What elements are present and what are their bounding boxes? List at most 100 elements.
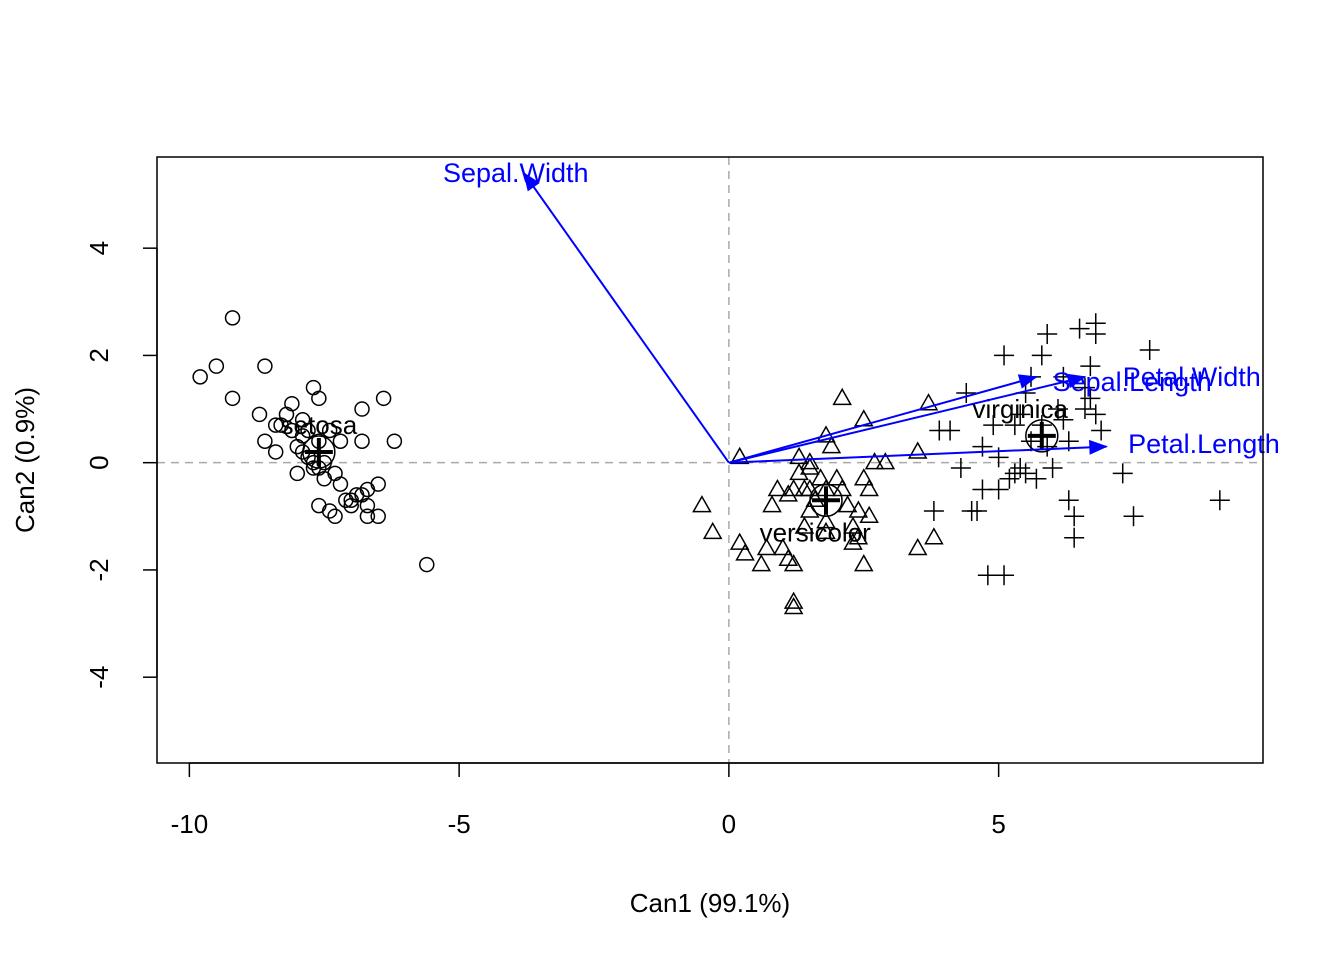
data-point: [800, 478, 820, 497]
data-point: [956, 382, 977, 403]
group-label: virginica: [973, 394, 1069, 424]
vector-label: Sepal.Length: [1053, 367, 1212, 397]
x-tick-label: -5: [448, 809, 471, 839]
data-point: [783, 596, 804, 615]
reference-lines: [157, 157, 1263, 763]
group-label: setosa: [281, 410, 358, 440]
data-point: [321, 503, 338, 519]
data-points: [192, 310, 1230, 615]
data-point: [864, 452, 885, 470]
data-point: [875, 452, 896, 470]
data-point: [940, 420, 961, 441]
data-point: [972, 436, 993, 457]
vector-arrow-line: [728, 375, 1086, 464]
data-point: [267, 444, 284, 460]
data-point: [1031, 345, 1052, 366]
centroid-circle: [809, 483, 843, 517]
data-point: [783, 554, 804, 572]
data-point: [832, 387, 852, 406]
series-virginica: [923, 313, 1230, 586]
data-point: [907, 441, 928, 459]
data-point: [692, 495, 712, 513]
data-point: [756, 537, 777, 556]
data-point: [832, 478, 852, 497]
data-point: [1139, 340, 1160, 361]
series-versicolor: [692, 387, 944, 615]
data-point: [794, 516, 815, 534]
data-point: [950, 458, 971, 479]
data-point: [294, 428, 311, 444]
data-point: [359, 508, 376, 525]
data-point: [1053, 409, 1074, 430]
vector-arrow-head: [523, 171, 540, 192]
group-label: versicolor: [760, 517, 872, 547]
series-setosa: [192, 310, 435, 573]
plot-frame: [156, 156, 1264, 764]
data-point: [1091, 420, 1112, 441]
x-tick-label: 5: [991, 809, 1005, 839]
vector-label: Petal.Length: [1128, 429, 1280, 459]
x-axis: -10 -5 0 5: [171, 762, 1006, 839]
data-point: [1074, 399, 1095, 420]
data-point: [1085, 323, 1106, 344]
x-tick-label: -10: [171, 809, 209, 839]
data-point: [224, 390, 241, 407]
x-axis-label: Can1 (99.1%): [630, 888, 790, 918]
data-point: [1026, 468, 1047, 489]
data-point: [359, 497, 376, 514]
y-tick-label: -2: [84, 558, 114, 581]
data-point: [1058, 490, 1079, 511]
data-point: [800, 452, 820, 470]
data-point: [386, 433, 403, 449]
data-point: [419, 556, 435, 573]
data-point: [773, 537, 793, 556]
data-point: [354, 401, 370, 417]
centroid-virginica: [1025, 419, 1059, 453]
data-point: [967, 500, 988, 521]
data-point: [208, 358, 225, 374]
vector-label: Sepal.Width: [443, 158, 589, 188]
data-point: [751, 554, 772, 572]
data-point: [800, 500, 820, 518]
vector-petal-width: Petal.Width: [728, 362, 1261, 464]
centroid-circle: [302, 435, 336, 469]
vector-arrow-head: [1066, 373, 1087, 389]
data-point: [1069, 318, 1090, 339]
group-labels: setosa versicolor virginica: [281, 394, 1069, 547]
vector-arrow-head: [1017, 374, 1038, 389]
y-axis: -4 -2 0 2 4: [84, 241, 158, 689]
vector-arrow-head: [1089, 439, 1108, 455]
data-point: [1209, 490, 1230, 511]
data-point: [1112, 463, 1133, 484]
data-point: [907, 537, 928, 556]
data-point: [370, 476, 386, 492]
data-point: [848, 500, 869, 518]
data-point: [300, 422, 316, 439]
vector-arrow-line: [728, 375, 1037, 464]
data-point: [1004, 415, 1025, 436]
data-point: [800, 457, 820, 475]
data-point: [999, 468, 1020, 489]
data-point: [267, 417, 284, 433]
data-point: [783, 591, 804, 609]
data-point: [1015, 463, 1036, 484]
data-point: [305, 379, 322, 396]
data-point: [1085, 404, 1106, 425]
centroid-cross: [304, 437, 333, 466]
data-point: [843, 532, 863, 550]
centroid-circle: [1025, 419, 1059, 453]
data-point: [729, 532, 750, 550]
data-point: [257, 433, 273, 449]
y-tick-label: 0: [84, 455, 114, 469]
data-point: [332, 433, 349, 449]
vector-arrow-line: [728, 445, 1107, 464]
data-point: [370, 508, 386, 525]
x-tick-label: 0: [722, 809, 736, 839]
data-point: [994, 565, 1015, 586]
data-point: [192, 369, 208, 385]
centroid-versicolor: [809, 483, 843, 517]
data-point: [1010, 404, 1031, 425]
data-point: [1080, 356, 1101, 377]
data-point: [848, 527, 869, 545]
